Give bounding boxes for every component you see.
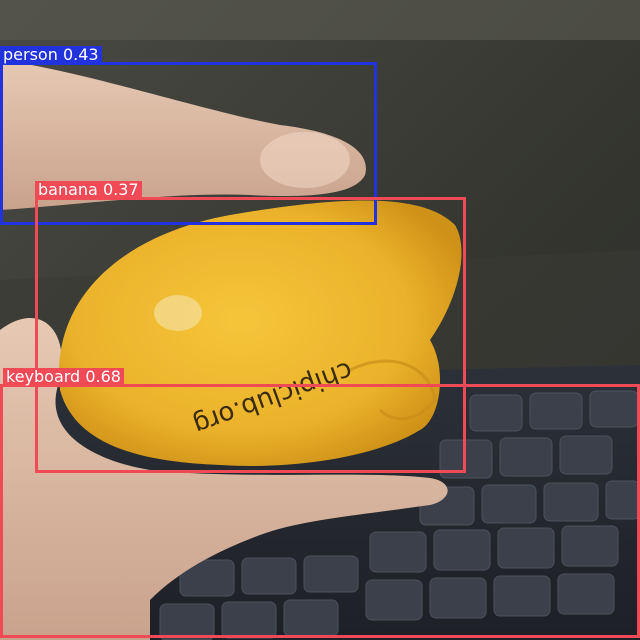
lower-hand — [0, 318, 448, 640]
detection-box-banana: banana 0.37 — [35, 181, 466, 473]
detection-label-person: person 0.43 — [0, 46, 102, 64]
detection-box-person: person 0.43 — [0, 46, 377, 225]
fingernail — [260, 132, 350, 188]
toy-highlight — [154, 295, 202, 331]
detection-label-banana: banana 0.37 — [35, 181, 142, 199]
yellow-toy — [59, 200, 462, 466]
keyboard-keys — [159, 390, 640, 640]
detection-label-keyboard: keyboard 0.68 — [3, 368, 124, 386]
detection-box-keyboard: keyboard 0.68 — [0, 368, 640, 638]
